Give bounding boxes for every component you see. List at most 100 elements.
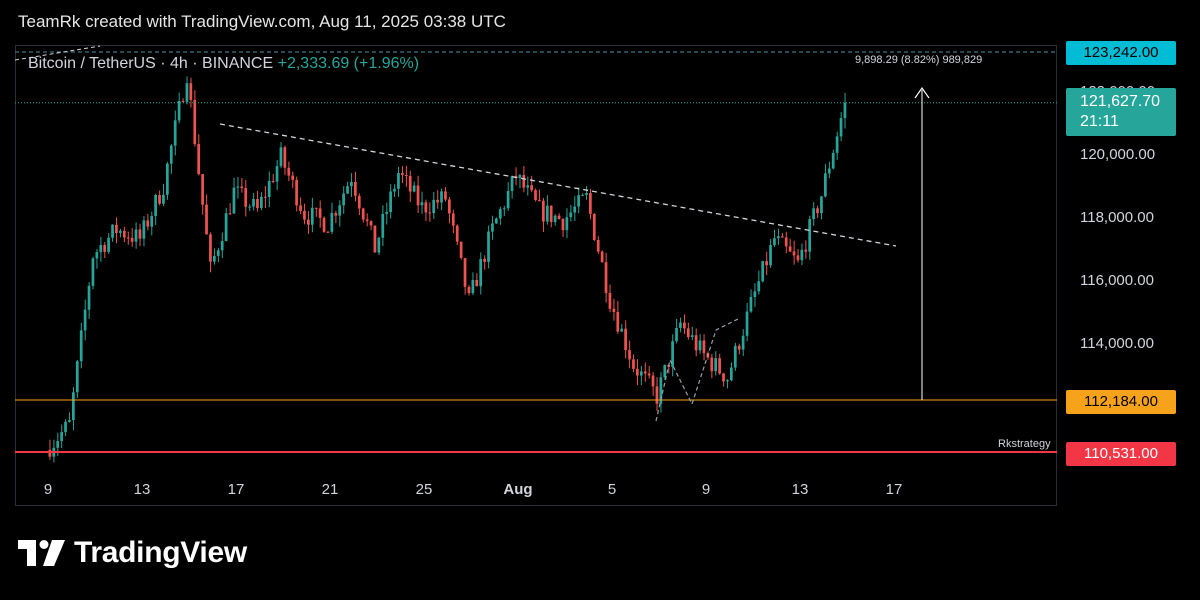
candle — [518, 173, 522, 189]
candle-body — [381, 213, 385, 238]
candle — [628, 340, 631, 369]
candle — [455, 224, 459, 246]
candle — [424, 199, 428, 222]
candle-body — [216, 250, 220, 256]
candle — [502, 205, 506, 217]
candle-body — [573, 206, 577, 213]
candle-body — [448, 199, 451, 214]
candle-body — [107, 237, 110, 252]
candle-body — [189, 83, 193, 100]
drawings — [14, 45, 1057, 453]
candle-body — [197, 144, 201, 175]
price-tag-low-value: 110,531.00 — [1084, 445, 1158, 462]
candle-body — [169, 145, 173, 164]
candle-body — [624, 328, 627, 351]
strategy-watermark: Rkstrategy — [998, 438, 1051, 450]
candle — [542, 197, 545, 232]
chart-pane[interactable] — [15, 45, 1057, 506]
candle-body — [346, 186, 349, 194]
candle — [612, 298, 616, 321]
candle-body — [408, 175, 412, 192]
candle — [620, 323, 624, 332]
candle — [115, 217, 118, 244]
candle — [318, 200, 322, 228]
double-bottom-path — [655, 317, 741, 422]
candles — [48, 76, 847, 463]
candle — [146, 213, 150, 231]
candle-body — [651, 375, 655, 387]
candle-body — [463, 258, 467, 287]
candle — [839, 112, 843, 142]
candle-body — [616, 311, 620, 332]
candle-body — [628, 350, 631, 360]
candle — [236, 177, 240, 199]
candle — [420, 191, 424, 214]
candle-body — [585, 193, 588, 196]
candle — [792, 240, 796, 265]
candle-body — [459, 241, 463, 259]
tradingview-logo[interactable]: TradingView — [18, 536, 247, 570]
legend-separator: · — [160, 55, 166, 72]
candle — [385, 202, 389, 225]
candle-body — [173, 120, 177, 146]
candle — [334, 210, 338, 224]
candle — [479, 252, 483, 295]
candle-body — [256, 198, 259, 208]
candle — [377, 236, 381, 256]
candle — [330, 202, 334, 234]
candle — [213, 248, 216, 265]
candle — [154, 193, 157, 225]
candle-body — [291, 175, 295, 180]
candle-body — [87, 285, 91, 310]
candle — [710, 353, 714, 379]
candle-body — [267, 181, 271, 197]
candle-body — [495, 218, 498, 224]
y-tick-label: 116,000.00 — [1080, 272, 1154, 289]
candle-body — [154, 195, 157, 216]
candle-body — [796, 255, 800, 261]
candle-body — [518, 175, 522, 179]
candle — [526, 176, 530, 196]
candle-body — [784, 237, 788, 247]
candle-body — [103, 245, 107, 252]
symbol-legend[interactable]: Bitcoin / TetherUS · 4h · BINANCE +2,333… — [28, 55, 419, 73]
candle-body — [236, 186, 240, 188]
candle — [753, 283, 757, 307]
candle — [577, 187, 580, 214]
candle-body — [146, 220, 150, 227]
candle — [600, 250, 604, 263]
candle-body — [538, 200, 541, 202]
candle-body — [115, 224, 118, 233]
candle-body — [389, 191, 392, 213]
candle — [733, 342, 737, 371]
candle — [248, 204, 251, 212]
candle-body — [698, 340, 702, 351]
top-left-trendline — [14, 45, 101, 61]
candle — [796, 249, 800, 263]
legend-separator: · — [192, 55, 198, 72]
candle-body — [393, 188, 396, 192]
candle-body — [526, 185, 530, 188]
candle — [107, 233, 110, 254]
x-tick-label: 25 — [416, 481, 433, 498]
candle — [596, 236, 600, 254]
candle-body — [757, 281, 761, 292]
candle-body — [839, 118, 843, 137]
candle — [295, 176, 298, 212]
candle-body — [193, 99, 197, 145]
candle-body — [134, 229, 138, 242]
candle-body — [542, 200, 545, 222]
candle-body — [373, 225, 377, 253]
candle-body — [632, 359, 635, 369]
candle-body — [177, 100, 181, 121]
candle-body — [769, 245, 772, 266]
price-tag-support-value: 112,184.00 — [1084, 393, 1158, 410]
candle-body — [522, 175, 526, 188]
candle-body — [228, 213, 232, 215]
candle — [169, 144, 173, 174]
candle-body — [604, 262, 608, 293]
candle — [404, 165, 408, 187]
candle-body — [663, 364, 667, 378]
candle — [471, 272, 475, 296]
price-tag-high-value: 123,242.00 — [1083, 44, 1159, 61]
